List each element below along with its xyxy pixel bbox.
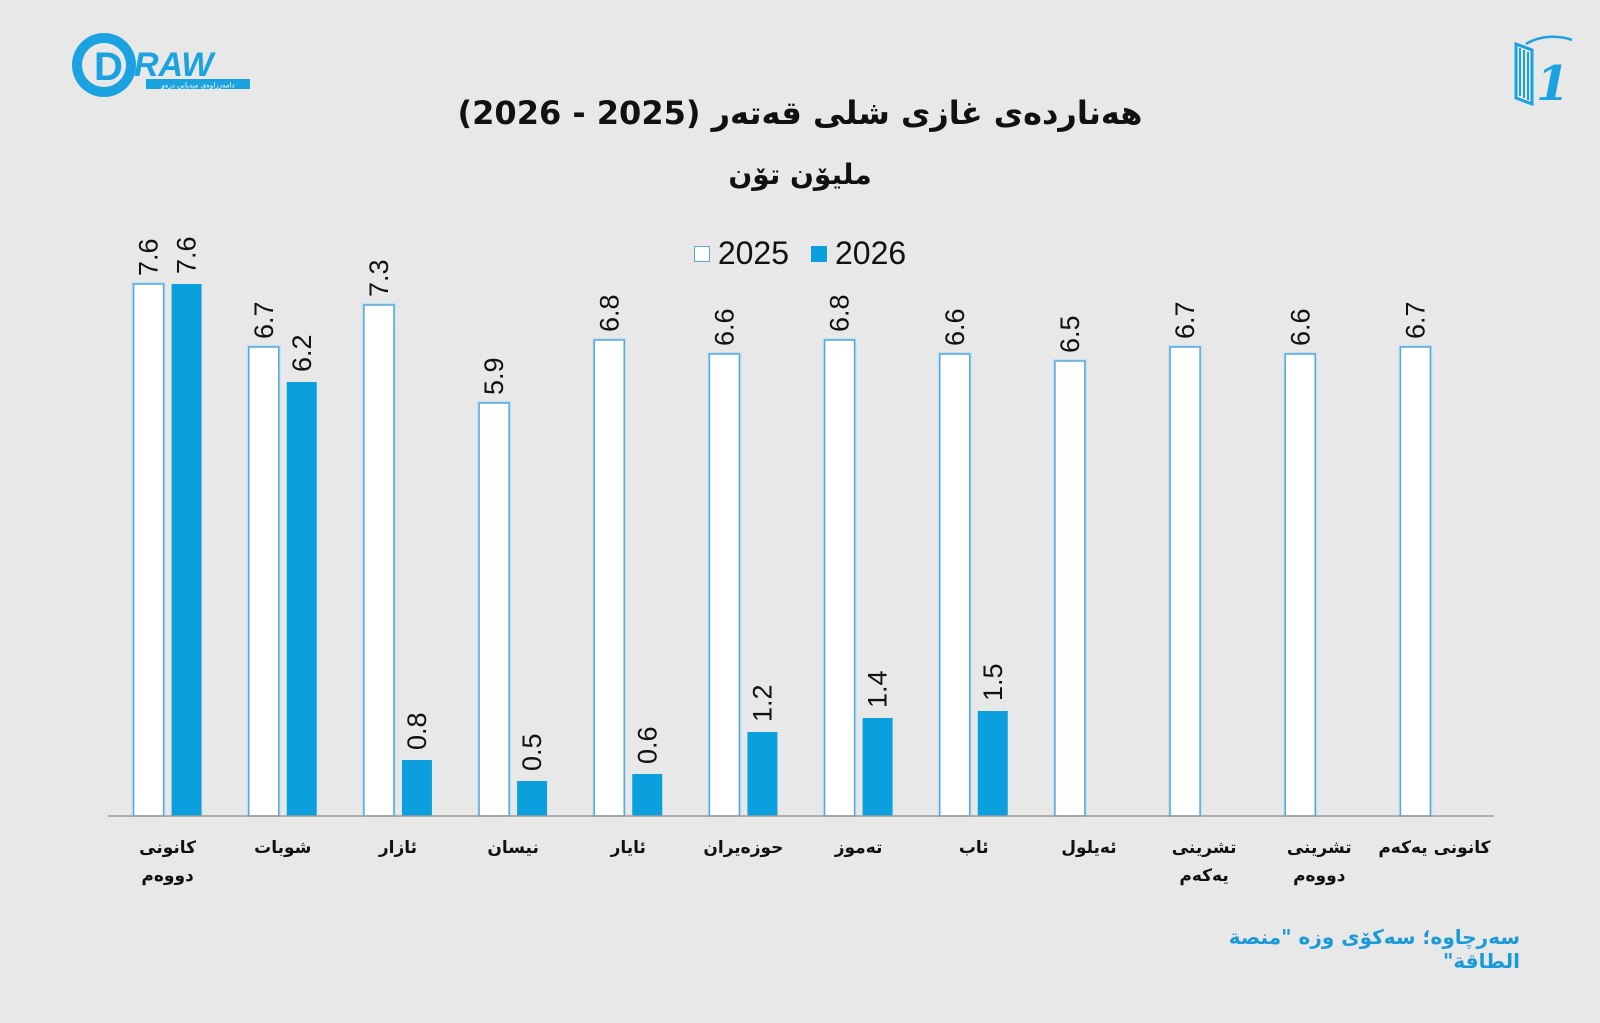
bar-2025 — [478, 402, 510, 817]
x-tick-label: کانونی — [139, 838, 196, 858]
data-label-2025: 6.6 — [709, 308, 739, 346]
x-tick-label: شوبات — [254, 838, 311, 858]
bar-2026 — [747, 732, 778, 816]
data-label-2025: 6.8 — [825, 294, 855, 332]
data-label-2025: 7.3 — [364, 259, 394, 297]
data-label-2025: 6.5 — [1055, 315, 1085, 353]
chart-title: هەناردەی غازی شلی قەتەر (2025 - 2026) — [457, 94, 1143, 132]
x-tick-label: ئەیلول — [1061, 838, 1116, 858]
logo-tagline: دامەزراوەی میدیایی درەو — [160, 82, 234, 90]
bar-2026 — [517, 781, 548, 816]
x-tick-label: تشرینی — [1172, 838, 1237, 858]
data-label-2025: 7.6 — [134, 238, 164, 276]
data-label-2025: 6.6 — [1285, 308, 1315, 346]
logo-word: RAW — [134, 46, 216, 84]
x-tick-label: دووەم — [141, 866, 194, 886]
bar-2026 — [401, 760, 432, 816]
data-label-2025: 6.7 — [1170, 301, 1200, 339]
chart-subtitle: ملیۆن تۆن — [728, 158, 872, 191]
data-label-2025: 5.9 — [479, 357, 509, 395]
bar-2026 — [171, 284, 202, 816]
x-tick-label: ئایار — [610, 838, 646, 858]
data-label-2025: 6.6 — [940, 308, 970, 346]
bar-2025 — [132, 283, 165, 817]
data-label-2026: 7.6 — [172, 236, 202, 274]
x-tick-label: نیسان — [487, 838, 539, 858]
source-note: سەرچاوە؛ سەکۆی وزە "منصة الطاقة" — [1228, 925, 1520, 973]
draw-logo: D RAW دامەزراوەی میدیایی درەو — [72, 33, 250, 97]
data-label-2026: 0.5 — [517, 733, 547, 771]
bar-2025 — [248, 346, 280, 817]
bar-2025 — [708, 353, 741, 817]
legend-item-2026: 2026 — [811, 235, 906, 272]
legend-swatch-2025 — [693, 245, 710, 262]
legend-label-2025: 2025 — [717, 235, 789, 271]
bar-2025 — [823, 339, 856, 817]
bar-2025 — [1054, 360, 1086, 817]
x-tick-label: یەکەم — [1179, 866, 1228, 886]
data-label-2026: 1.5 — [978, 663, 1008, 701]
legend: 2025 2026 — [0, 235, 1600, 272]
x-tick-label: تشرینی — [1287, 838, 1352, 858]
bar-2026 — [632, 774, 663, 816]
bar-2026 — [286, 382, 317, 816]
legend-item-2025: 2025 — [693, 235, 789, 272]
logo-letter: D — [94, 45, 123, 89]
x-tick-label: دووەم — [1293, 866, 1346, 886]
data-label-2026: 1.4 — [863, 670, 893, 708]
bar-2025 — [1284, 353, 1316, 817]
bar-2025 — [1169, 346, 1201, 817]
x-tick-label: ئاب — [959, 838, 989, 858]
x-tick-label: ئازار — [378, 838, 417, 858]
bar-2026 — [977, 711, 1008, 816]
bar-2025 — [939, 353, 971, 817]
data-label-2025: 6.7 — [1400, 301, 1430, 339]
data-label-2025: 6.7 — [249, 301, 279, 339]
bar-2025 — [1399, 346, 1432, 817]
logo-numeral: 1 — [1536, 56, 1569, 110]
legend-label-2026: 2026 — [835, 235, 907, 271]
data-label-2026: 0.8 — [402, 712, 432, 750]
kurdistan-one-logo: 1 — [1514, 35, 1573, 110]
bar-2025 — [363, 304, 395, 817]
data-label-2026: 6.2 — [287, 334, 317, 372]
x-tick-label: تەموز — [834, 838, 883, 858]
x-tick-label: کانونی یەکەم — [1378, 838, 1490, 858]
bar-2026 — [862, 718, 893, 816]
data-label-2026: 0.6 — [632, 726, 662, 764]
data-label-2025: 6.8 — [594, 294, 624, 332]
bar-2025 — [593, 339, 625, 817]
legend-swatch-2026 — [811, 245, 827, 262]
data-label-2026: 1.2 — [747, 684, 777, 722]
x-tick-label: حوزەیران — [703, 838, 783, 858]
